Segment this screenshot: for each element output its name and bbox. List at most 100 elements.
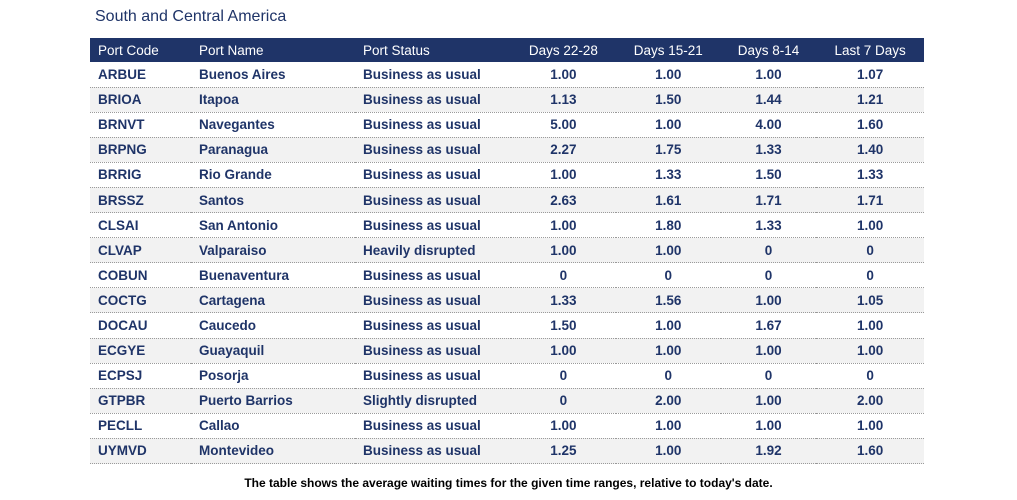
- cell-last-7-days: 0: [816, 262, 924, 289]
- cell-days-15-21: 1.00: [615, 338, 721, 364]
- cell-days-22-28: 1.00: [511, 237, 616, 264]
- cell-port-status: Business as usual: [355, 87, 511, 113]
- cell-port-status: Business as usual: [355, 162, 511, 188]
- cell-last-7-days: 1.60: [816, 438, 924, 465]
- cell-port-code: CLSAI: [90, 212, 191, 239]
- cell-days-15-21: 1.61: [615, 187, 721, 214]
- cell-days-8-14: 1.71: [720, 187, 817, 214]
- cell-days-8-14: 1.00: [720, 338, 817, 364]
- cell-days-15-21: 0: [615, 262, 721, 289]
- cell-port-name: Guayaquil: [191, 338, 355, 364]
- column-header-port-code: Port Code: [98, 42, 159, 58]
- table-row: BRNVT Navegantes Business as usual 5.00 1.00…: [90, 112, 924, 138]
- cell-days-8-14: 1.00: [720, 413, 817, 439]
- column-header-last-7-days: Last 7 Days: [834, 42, 906, 58]
- cell-days-22-28: 1.00: [511, 162, 616, 188]
- table-caption: The table shows the average waiting time…: [244, 476, 773, 490]
- column-header-days-22-28: Days 22-28: [528, 42, 598, 58]
- table-row: GTPBR Puerto Barrios Slightly disrupted 0 2.…: [90, 388, 924, 414]
- cell-port-status: Business as usual: [355, 312, 511, 339]
- cell-days-22-28: 1.25: [511, 438, 616, 465]
- column-header-days-8-14: Days 8-14: [737, 42, 800, 58]
- cell-days-8-14: 1.44: [720, 87, 817, 113]
- cell-port-status: Business as usual: [355, 363, 511, 389]
- table-row: COCTG Cartagena Business as usual 1.33 1.56 1…: [90, 287, 924, 314]
- cell-last-7-days: 1.21: [816, 87, 924, 113]
- cell-days-15-21: 1.00: [615, 312, 721, 339]
- cell-days-8-14: 4.00: [720, 112, 817, 138]
- cell-port-name: Callao: [191, 413, 355, 439]
- table-row: COBUN Buenaventura Business as usual 0 0 0 0: [90, 262, 924, 289]
- cell-port-status: Business as usual: [355, 338, 511, 364]
- cell-days-15-21: 1.00: [615, 62, 721, 88]
- cell-port-status: Business as usual: [355, 62, 511, 88]
- column-header-days-15-21: Days 15-21: [633, 42, 703, 58]
- cell-days-15-21: 1.50: [615, 87, 721, 113]
- cell-port-name: Caucedo: [191, 312, 355, 339]
- table-row: PECLL Callao Business as usual 1.00 1.00 1.00…: [90, 413, 924, 439]
- cell-port-status: Business as usual: [355, 262, 511, 289]
- cell-port-code: GTPBR: [90, 388, 191, 414]
- cell-port-name: Paranagua: [191, 137, 355, 163]
- column-header-port-name: Port Name: [199, 42, 264, 58]
- cell-port-name: Valparaiso: [191, 237, 355, 264]
- table-header-row: Port Code Port Name Port Status Days 22-28 D…: [90, 38, 924, 62]
- cell-days-22-28: 1.33: [511, 287, 616, 314]
- cell-days-15-21: 2.00: [615, 388, 721, 414]
- cell-port-name: Posorja: [191, 363, 355, 389]
- section-title: South and Central America: [95, 8, 287, 25]
- port-waiting-times-table: Port Code Port Name Port Status Days 22-28 D…: [90, 38, 924, 465]
- table-row: ARBUE Buenos Aires Business as usual 1.00 1.…: [90, 62, 924, 88]
- cell-port-code: DOCAU: [90, 312, 191, 339]
- cell-last-7-days: 1.00: [816, 312, 924, 339]
- cell-port-status: Business as usual: [355, 413, 511, 439]
- table-row: CLVAP Valparaiso Heavily disrupted 1.00 1.00…: [90, 237, 924, 264]
- cell-days-8-14: 1.33: [720, 137, 817, 163]
- cell-days-8-14: 0: [720, 262, 817, 289]
- table-row: DOCAU Caucedo Business as usual 1.50 1.00 1.6…: [90, 312, 924, 339]
- cell-last-7-days: 1.71: [816, 187, 924, 214]
- cell-port-name: Buenaventura: [191, 262, 355, 289]
- cell-days-22-28: 1.00: [511, 338, 616, 364]
- cell-days-15-21: 1.00: [615, 112, 721, 138]
- cell-last-7-days: 0: [816, 363, 924, 389]
- cell-port-status: Business as usual: [355, 187, 511, 214]
- table-row: ECPSJ Posorja Business as usual 0 0 0 0: [90, 363, 924, 389]
- cell-port-code: COCTG: [90, 287, 191, 314]
- cell-days-8-14: 1.00: [720, 287, 817, 314]
- cell-days-15-21: 0: [615, 363, 721, 389]
- cell-port-name: Itapoa: [191, 87, 355, 113]
- cell-days-22-28: 1.50: [511, 312, 616, 339]
- table-row: BRRIG Rio Grande Business as usual 1.00 1.33…: [90, 162, 924, 188]
- cell-days-22-28: 2.27: [511, 137, 616, 163]
- cell-days-15-21: 1.80: [615, 212, 721, 239]
- cell-days-22-28: 1.00: [511, 62, 616, 88]
- cell-days-22-28: 5.00: [511, 112, 616, 138]
- table-row: ECGYE Guayaquil Business as usual 1.00 1.00 1…: [90, 338, 924, 364]
- cell-port-status: Business as usual: [355, 287, 511, 314]
- cell-port-name: Buenos Aires: [191, 62, 355, 88]
- cell-days-8-14: 1.67: [720, 312, 817, 339]
- cell-port-code: ECPSJ: [90, 363, 191, 389]
- cell-port-name: Navegantes: [191, 112, 355, 138]
- cell-port-code: BRNVT: [90, 112, 191, 138]
- cell-days-8-14: 1.33: [720, 212, 817, 239]
- cell-days-8-14: 0: [720, 237, 817, 264]
- cell-days-8-14: 1.00: [720, 62, 817, 88]
- table-row: CLSAI San Antonio Business as usual 1.00 1.8…: [90, 212, 924, 239]
- cell-days-8-14: 0: [720, 363, 817, 389]
- cell-port-code: BRSSZ: [90, 187, 191, 214]
- cell-last-7-days: 1.00: [816, 338, 924, 364]
- cell-port-code: BRPNG: [90, 137, 191, 163]
- cell-days-22-28: 0: [511, 262, 616, 289]
- cell-days-15-21: 1.00: [615, 413, 721, 439]
- cell-port-code: BRRIG: [90, 162, 191, 188]
- cell-days-8-14: 1.00: [720, 388, 817, 414]
- cell-days-22-28: 1.13: [511, 87, 616, 113]
- cell-port-name: San Antonio: [191, 212, 355, 239]
- cell-port-name: Rio Grande: [191, 162, 355, 188]
- cell-last-7-days: 1.40: [816, 137, 924, 163]
- cell-last-7-days: 1.00: [816, 212, 924, 239]
- table-row: UYMVD Montevideo Business as usual 1.25 1.00…: [90, 438, 924, 465]
- cell-port-code: ARBUE: [90, 62, 191, 88]
